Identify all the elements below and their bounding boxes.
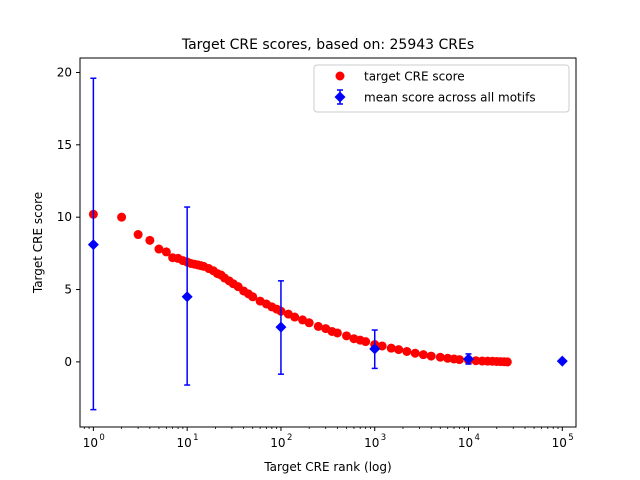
target-cre-score-point [145, 235, 155, 245]
mean-score-point [463, 353, 475, 365]
target-cre-score-point [332, 328, 342, 338]
target-cre-score-point [313, 321, 323, 331]
x-tick-label-4: 10 [458, 436, 473, 450]
target-cre-score-point [394, 345, 404, 355]
legend-marker-target-cre-score [335, 71, 345, 81]
x-tick-label-5: 10 [552, 436, 567, 450]
plot-area [87, 77, 568, 411]
target-cre-score-point [117, 212, 127, 222]
target-cre-score-point [386, 343, 396, 353]
y-tick-label-0: 0 [64, 355, 72, 369]
target-cre-score-point [377, 341, 387, 351]
target-cre-score-point [290, 312, 300, 322]
chart-title: Target CRE scores, based on: 25943 CREs [181, 37, 474, 53]
mean-score-point [556, 355, 568, 367]
y-axis-label: Target CRE score [31, 192, 45, 294]
x-tick-exp-2: 2 [287, 433, 292, 443]
x-tick-label-2: 10 [270, 436, 285, 450]
target-cre-score-point [410, 348, 420, 358]
mean-score-point [369, 343, 381, 355]
target-cre-score-point [435, 352, 445, 362]
target-cre-score-point [304, 318, 314, 328]
y-tick-label-2: 10 [57, 210, 72, 224]
target-cre-score-point [502, 357, 512, 367]
y-tick-label-4: 20 [57, 65, 72, 79]
legend-label-target-cre-score: target CRE score [364, 70, 465, 84]
y-tick-label-3: 15 [57, 138, 72, 152]
target-cre-score-point [402, 346, 412, 356]
x-tick-exp-3: 3 [381, 433, 386, 443]
target-cre-score-point [161, 247, 171, 257]
x-tick-label-0: 10 [83, 436, 98, 450]
legend-label-mean-score: mean score across all motifs [364, 91, 536, 105]
target-cre-score-point [361, 337, 371, 347]
legend-marker-mean-score [334, 91, 346, 103]
legend: target CRE score mean score across all m… [313, 64, 570, 113]
y-tick-label-1: 5 [64, 283, 72, 297]
target-cre-score-point [133, 230, 143, 240]
x-tick-exp-1: 1 [193, 433, 198, 443]
x-tick-exp-4: 4 [475, 433, 480, 443]
x-tick-label-3: 10 [364, 436, 379, 450]
mean-score-point [181, 291, 193, 303]
target-cre-score-point [154, 244, 164, 254]
axes-frame [79, 57, 577, 428]
target-cre-score-point [426, 351, 436, 361]
x-tick-exp-5: 5 [568, 433, 573, 443]
target-cre-score-point [248, 292, 258, 302]
target-cre-score-point [418, 350, 428, 360]
mean-score-point [275, 321, 287, 333]
mean-score-point [87, 239, 99, 251]
y-axis: 0 5 10 15 20 [57, 65, 80, 369]
target-cre-score-point [341, 331, 351, 341]
target-cre-score-point [454, 355, 464, 365]
legend-box [313, 64, 570, 113]
x-axis-label: Target CRE rank (log) [263, 460, 391, 474]
x-tick-label-1: 10 [177, 436, 192, 450]
x-tick-exp-0: 0 [99, 433, 104, 443]
